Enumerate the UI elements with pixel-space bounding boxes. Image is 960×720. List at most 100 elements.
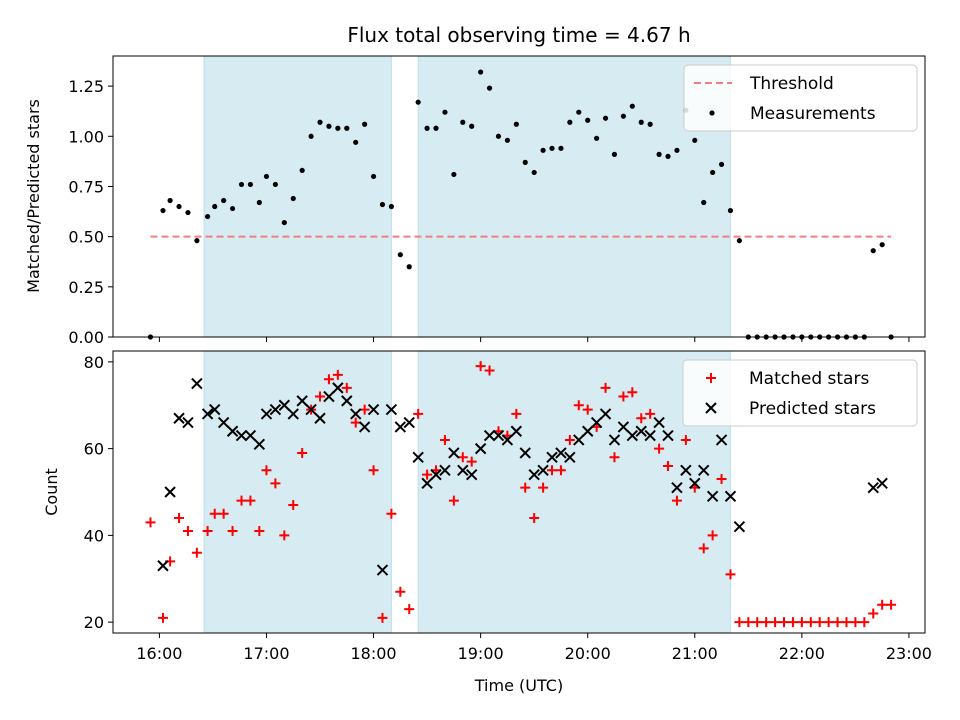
data-point <box>645 408 656 419</box>
data-point <box>627 387 638 398</box>
data-point <box>278 399 291 411</box>
data-point <box>176 203 182 210</box>
data-point <box>236 495 247 506</box>
data-point <box>439 464 451 477</box>
data-point <box>805 617 816 628</box>
data-point <box>263 173 270 180</box>
data-point <box>287 408 299 420</box>
data-point <box>787 617 798 628</box>
data-point <box>323 374 334 385</box>
data-point <box>511 408 522 419</box>
data-point <box>367 403 380 416</box>
data-point <box>475 361 486 372</box>
data-point <box>689 477 701 490</box>
data-point <box>315 391 326 402</box>
data-point <box>671 481 683 494</box>
data-point <box>636 413 647 424</box>
data-point <box>701 199 707 206</box>
data-point <box>743 617 754 628</box>
data-point <box>727 207 734 214</box>
top-panel: 0.00 0.25 0.50 0.75 1.00 1.25 Threshold Measure… <box>68 55 926 347</box>
data-point <box>478 69 484 75</box>
data-point <box>555 465 566 476</box>
x-tick-label: 17:00 <box>243 644 289 663</box>
data-point <box>167 197 173 204</box>
data-point <box>238 181 245 188</box>
data-point <box>460 119 466 125</box>
data-point <box>724 490 737 503</box>
data-point <box>217 416 230 429</box>
data-point <box>433 125 439 131</box>
x-tick-label: 21:00 <box>672 644 718 663</box>
axes-frame <box>112 350 926 634</box>
data-point <box>323 390 335 403</box>
data-point <box>344 125 350 131</box>
shaded-interval-0 <box>203 350 392 634</box>
data-point <box>290 195 296 202</box>
data-point <box>573 434 585 446</box>
data-point <box>297 447 308 458</box>
data-point <box>692 137 698 143</box>
data-point <box>654 443 665 454</box>
data-point <box>501 434 514 446</box>
data-point <box>528 468 540 481</box>
series-matched-stars <box>145 361 897 628</box>
data-point <box>638 119 644 125</box>
data-point <box>469 123 475 129</box>
data-point <box>218 508 229 519</box>
y-tick-label: 20 <box>84 613 104 632</box>
data-point <box>671 495 682 506</box>
data-point <box>547 465 558 476</box>
data-point <box>173 412 185 424</box>
data-point <box>573 400 584 411</box>
data-point <box>707 530 718 541</box>
data-point <box>448 447 460 459</box>
data-point <box>710 169 716 176</box>
legend-matched-swatch <box>706 373 716 383</box>
data-point <box>680 464 692 477</box>
data-point <box>653 416 665 429</box>
data-point <box>160 207 166 214</box>
data-point <box>299 167 305 174</box>
data-point <box>600 382 611 393</box>
shaded-interval-0 <box>203 55 392 338</box>
data-point <box>235 429 248 442</box>
data-point <box>540 147 546 153</box>
data-point <box>288 500 299 511</box>
data-point <box>706 490 719 503</box>
data-point <box>850 617 861 628</box>
data-point <box>537 464 549 477</box>
data-point <box>510 425 523 437</box>
data-point <box>430 468 442 481</box>
data-point <box>296 395 308 407</box>
data-point <box>761 617 772 628</box>
series-predicted-stars <box>157 377 888 576</box>
legend-box <box>682 359 918 427</box>
data-point <box>194 238 200 244</box>
data-point <box>814 617 825 628</box>
data-point <box>734 617 745 628</box>
data-point <box>492 429 505 442</box>
data-point <box>582 404 593 415</box>
data-point <box>404 604 415 615</box>
data-point <box>879 242 885 248</box>
data-point <box>529 513 540 524</box>
data-point <box>422 469 433 480</box>
data-point <box>350 408 362 420</box>
data-point <box>212 203 218 210</box>
data-point <box>877 599 888 610</box>
data-point <box>326 123 332 129</box>
data-point <box>770 617 781 628</box>
x-tick-label: 19:00 <box>458 644 504 663</box>
data-point <box>725 569 736 580</box>
data-point <box>663 460 674 471</box>
data-point <box>253 438 266 450</box>
data-point <box>209 508 220 519</box>
data-point <box>718 161 725 167</box>
data-point <box>698 543 709 554</box>
data-point <box>868 608 879 619</box>
data-point <box>484 365 495 376</box>
y-tick-label: 0.00 <box>68 328 104 347</box>
data-point <box>582 425 594 437</box>
data-point <box>164 486 176 498</box>
